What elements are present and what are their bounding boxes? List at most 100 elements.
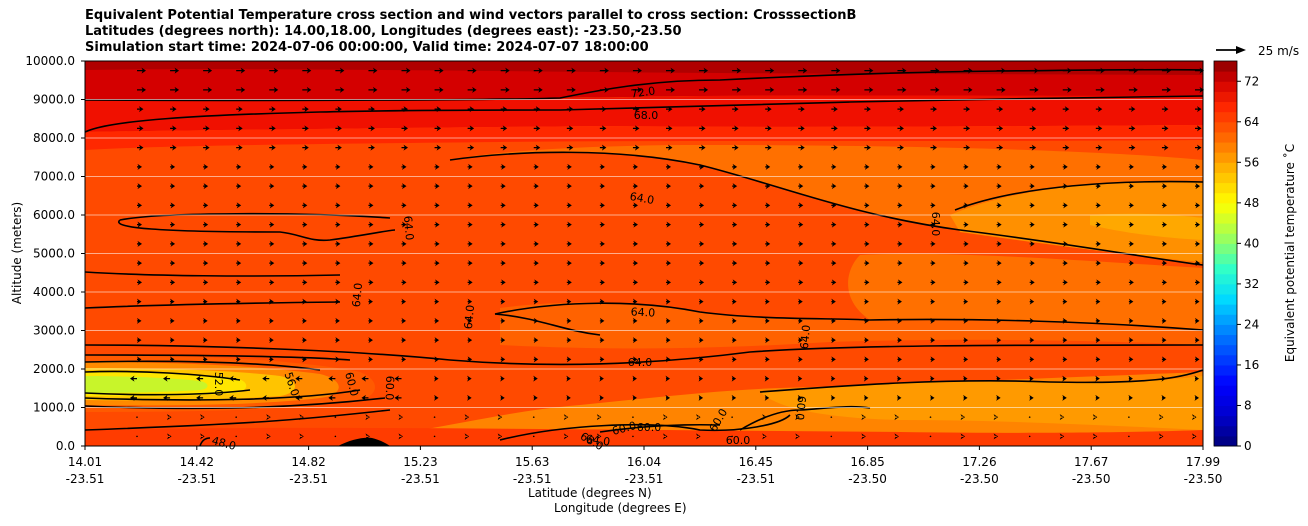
wind-vector [302,86,312,93]
wind-vector [295,394,303,401]
y-tick-label: 1000.0 [33,401,75,415]
wind-vector [699,86,709,93]
wind-vector [203,202,209,209]
wind-vector [1195,125,1202,132]
wind-vector [599,106,607,113]
wind-vector [599,86,609,93]
wind-vector [532,435,535,438]
wind-vector [1029,202,1035,209]
wind-vector [996,202,1002,209]
wind-vector [170,163,176,170]
wind-vector [1029,144,1037,151]
wind-vector [170,337,175,344]
wind-vector [266,414,271,421]
wind-vector [334,416,337,418]
y-axis-label: Altitude (meters) [10,202,24,304]
wind-vector [236,86,246,93]
wind-vector [497,414,503,421]
contour-label: 68.0 [634,109,659,122]
wind-vector [1128,298,1134,305]
wind-vector [497,433,503,440]
contour-labels: 72.0 68.0 64.0 64.0 64.0 64.0 64.0 64.0 64.0 64.0… [210,84,942,453]
wind-vector [963,298,969,305]
wind-vector [732,279,738,286]
wind-vector [765,86,775,93]
wind-vector [798,221,804,228]
x-tick-label-longitude: -23.50 [1184,472,1223,486]
y-tick-label: 3000.0 [33,324,75,338]
wind-vector [196,394,204,401]
wind-vector [335,317,340,324]
wind-vector [666,298,671,305]
colorbar-segment [1214,415,1237,427]
colorbar-tick-label: 0 [1244,439,1252,453]
wind-vector [401,298,406,305]
wind-vector [1029,221,1035,228]
x-tick-label-longitude: -23.50 [848,472,887,486]
wind-vector [699,202,705,209]
wind-vector [1195,317,1200,324]
wind-vector [765,144,772,151]
wind-vector [831,298,836,305]
colorbar-segment [1214,101,1237,113]
wind-vector [831,163,837,170]
wind-vector [897,260,903,267]
y-tick-label: 7000.0 [33,170,75,184]
wind-vector [302,337,307,344]
wind-vector [1029,356,1035,363]
wind-vector [500,221,506,228]
wind-vector [1029,279,1035,286]
y-axis: 0.0 1000.0 2000.0 3000.0 4000.0 5000.0 6000.0 7… [25,54,85,453]
wind-vector [1095,394,1100,401]
wind-vector [533,86,543,93]
wind-vector [1029,125,1037,132]
wind-vector [765,106,772,113]
x-tick-label-longitude: -23.50 [1072,472,1111,486]
wind-vector [632,183,638,190]
wind-vector [1095,260,1101,267]
wind-vector [996,125,1004,132]
wind-vector [795,433,800,440]
wind-vector [666,144,673,151]
wind-vector [765,163,771,170]
wind-vector [170,86,180,93]
wind-vector [236,163,242,170]
wind-vector [632,240,638,247]
wind-vector [1195,67,1204,74]
wind-vector [993,414,999,421]
wind-vector [963,125,971,132]
colorbar-segment [1214,182,1237,194]
wind-vector [963,163,969,170]
y-tick-label: 9000.0 [33,93,75,107]
wind-vector [203,106,210,113]
wind-vector [1062,183,1068,190]
wind-vector [335,356,340,363]
wind-vector [269,163,275,170]
wind-vector [368,125,375,132]
wind-vector [170,221,176,228]
x-tick-label-longitude: -23.51 [625,472,664,486]
wind-vector [798,317,803,324]
wind-vector [798,144,805,151]
wind-vector [696,414,701,421]
wind-vector [203,298,208,305]
wind-vector [434,298,440,305]
wind-vector [533,337,539,344]
wind-vector [929,435,932,438]
wind-vector [732,260,738,267]
wind-vector [632,356,638,363]
wind-vector [266,433,271,440]
x-tick-label-latitude: 15.63 [515,455,549,469]
wind-vector [797,394,803,401]
wind-vector [566,279,572,286]
wind-vector [1062,298,1068,305]
wind-vector [798,298,803,305]
wind-vector [566,337,572,344]
wind-vector [864,163,870,170]
wind-vector [929,416,932,418]
wind-vector [566,144,574,151]
wind-vector [500,86,510,93]
y-gridlines [85,99,1203,408]
wind-vector [798,125,805,132]
colorbar-segment [1214,192,1237,204]
